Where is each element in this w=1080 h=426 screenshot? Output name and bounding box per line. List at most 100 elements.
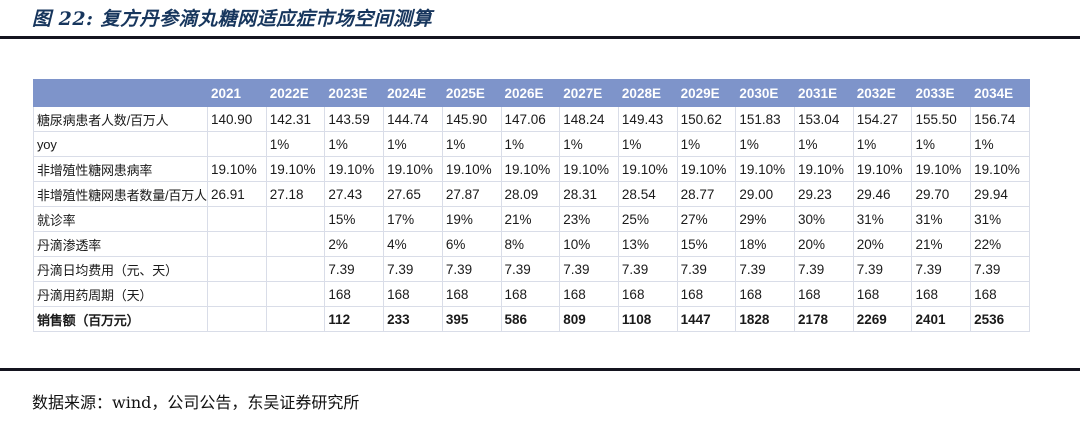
- value-cell: 19.10%: [559, 156, 619, 182]
- year-column-header: 2025E: [441, 79, 502, 107]
- value-cell: 29.46: [852, 181, 913, 207]
- value-cell: 15%: [676, 231, 737, 257]
- value-cell: 1%: [324, 131, 385, 157]
- value-cell: 4%: [383, 231, 443, 257]
- value-cell: 148.24: [559, 106, 619, 132]
- table-row: 非增殖性糖网患病率 19.10% 19.10% 19.10% 19.10% 19.10% 1…: [33, 156, 1030, 182]
- value-cell: 21%: [500, 206, 561, 232]
- value-cell: 151.83: [735, 106, 796, 132]
- value-cell: 7.39: [383, 256, 443, 282]
- value-cell: 7.39: [441, 256, 502, 282]
- value-cell: 19.10%: [441, 156, 502, 182]
- value-cell: 168: [852, 281, 913, 307]
- value-cell: 395: [441, 306, 502, 332]
- year-column-header: 2030E: [735, 79, 796, 107]
- value-cell: 31%: [911, 206, 972, 232]
- value-cell: 1%: [559, 131, 619, 157]
- value-cell: [207, 281, 267, 307]
- year-column-header: 2029E: [676, 79, 737, 107]
- year-column-header: 2034E: [970, 79, 1030, 107]
- value-cell: 13%: [617, 231, 678, 257]
- value-cell: 19.10%: [911, 156, 972, 182]
- table-row: 丹滴日均费用（元、天） 7.39 7.39 7.39 7.39 7.39 7.39 7.39 7…: [33, 256, 1030, 282]
- header-row: 2021 2022E 2023E 2024E 2025E 2026E 2027E 2028E 2…: [33, 79, 1030, 107]
- value-cell: 149.43: [617, 106, 678, 132]
- value-cell: 7.39: [794, 256, 854, 282]
- value-cell: 18%: [735, 231, 796, 257]
- value-cell: 19%: [441, 206, 502, 232]
- value-cell: 27.43: [324, 181, 385, 207]
- row-label: 就诊率: [33, 206, 208, 232]
- year-column-header: 2032E: [852, 79, 913, 107]
- table-row: 丹滴渗透率 2% 4% 6% 8% 10% 13% 15% 18% 20% 20% 21% 22%: [33, 231, 1030, 257]
- value-cell: 142.31: [265, 106, 326, 132]
- value-cell: 7.39: [970, 256, 1030, 282]
- market-space-table: 2021 2022E 2023E 2024E 2025E 2026E 2027E 2028E 2…: [33, 79, 1030, 332]
- row-label: yoy: [33, 131, 208, 157]
- row-label: 糖尿病患者人数/百万人: [33, 106, 208, 132]
- value-cell: 155.50: [911, 106, 972, 132]
- value-cell: 168: [676, 281, 737, 307]
- value-cell: 1%: [676, 131, 737, 157]
- table-row: 就诊率 15% 17% 19% 21% 23% 25% 27% 29% 30% 31% 31% 31%: [33, 206, 1030, 232]
- value-cell: 7.39: [676, 256, 737, 282]
- value-cell: 27.65: [383, 181, 443, 207]
- value-cell: 27.87: [441, 181, 502, 207]
- value-cell: 27%: [676, 206, 737, 232]
- row-label: 非增殖性糖网患者数量/百万人: [33, 181, 208, 207]
- value-cell: 8%: [500, 231, 561, 257]
- value-cell: 7.39: [617, 256, 678, 282]
- value-cell: 19.10%: [735, 156, 796, 182]
- value-cell: 143.59: [324, 106, 385, 132]
- value-cell: 1%: [617, 131, 678, 157]
- value-cell: 25%: [617, 206, 678, 232]
- value-cell: 19.10%: [324, 156, 385, 182]
- value-cell: 2%: [324, 231, 385, 257]
- table-row: 非增殖性糖网患者数量/百万人 26.91 27.18 27.43 27.65 27.87 2…: [33, 181, 1030, 207]
- value-cell: [207, 256, 267, 282]
- value-cell: [265, 231, 326, 257]
- value-cell: [265, 256, 326, 282]
- value-cell: [265, 281, 326, 307]
- year-column-header: 2027E: [559, 79, 619, 107]
- value-cell: 23%: [559, 206, 619, 232]
- table-row: 销售额（百万元） 112 233 395 586 809 1108 1447 1828 2178 2…: [33, 306, 1030, 332]
- year-column-header: 2021: [207, 79, 267, 107]
- value-cell: 19.10%: [383, 156, 443, 182]
- value-cell: 168: [617, 281, 678, 307]
- value-cell: 19.10%: [265, 156, 326, 182]
- value-cell: 168: [970, 281, 1030, 307]
- value-cell: 7.39: [324, 256, 385, 282]
- value-cell: 1447: [676, 306, 737, 332]
- value-cell: 28.31: [559, 181, 619, 207]
- title-divider-rule: [0, 36, 1080, 39]
- value-cell: 1828: [735, 306, 796, 332]
- value-cell: 1%: [500, 131, 561, 157]
- value-cell: 586: [500, 306, 561, 332]
- year-column-header: 2026E: [500, 79, 561, 107]
- value-cell: 6%: [441, 231, 502, 257]
- table-row: yoy 1% 1% 1% 1% 1% 1% 1% 1% 1% 1% 1% 1% 1%: [33, 131, 1030, 157]
- value-cell: 26.91: [207, 181, 267, 207]
- value-cell: 19.10%: [852, 156, 913, 182]
- value-cell: 19.10%: [970, 156, 1030, 182]
- figure-title: 图 22: 复方丹参滴丸糖网适应症市场空间测算: [32, 8, 433, 30]
- year-column-header: 2031E: [794, 79, 854, 107]
- value-cell: 15%: [324, 206, 385, 232]
- value-cell: 1108: [617, 306, 678, 332]
- table-row: 丹滴用药周期（天） 168 168 168 168 168 168 168 168 168 168 1…: [33, 281, 1030, 307]
- value-cell: 28.09: [500, 181, 561, 207]
- value-cell: 145.90: [441, 106, 502, 132]
- value-cell: 30%: [794, 206, 854, 232]
- value-cell: 22%: [970, 231, 1030, 257]
- value-cell: [207, 206, 267, 232]
- value-cell: 19.10%: [617, 156, 678, 182]
- value-cell: 27.18: [265, 181, 326, 207]
- value-cell: 28.54: [617, 181, 678, 207]
- value-cell: 19.10%: [676, 156, 737, 182]
- value-cell: 29.70: [911, 181, 972, 207]
- value-cell: 1%: [852, 131, 913, 157]
- value-cell: 19.10%: [207, 156, 267, 182]
- data-source: 数据来源：wind，公司公告，东吴证券研究所: [32, 393, 360, 412]
- value-cell: 29.23: [794, 181, 854, 207]
